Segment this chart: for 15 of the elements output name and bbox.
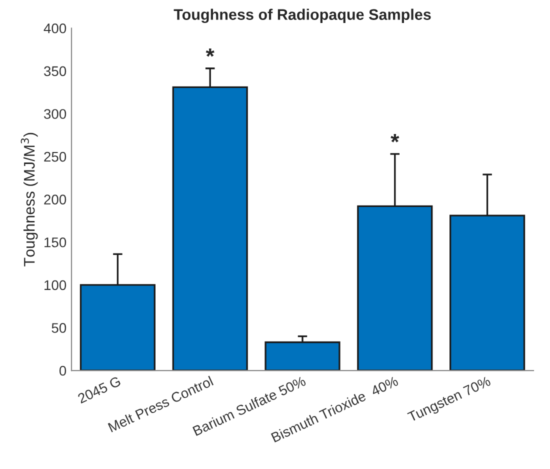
- y-tick-label: 300: [44, 109, 66, 119]
- x-tick-label: 2045 G: [77, 376, 122, 404]
- y-tick-label: 250: [44, 152, 66, 162]
- y-axis-title: Toughness (MJ/M$^{3}$): [20, 132, 38, 266]
- y-tick-label: 400: [44, 23, 66, 34]
- annotation: *: [390, 134, 400, 142]
- y-tick-label: 350: [44, 66, 66, 76]
- y-tick-label: 100: [44, 280, 66, 290]
- y-tick-label: 200: [44, 194, 66, 204]
- bar: [264, 341, 340, 371]
- annotation: *: [206, 48, 214, 57]
- y-tick-label: 0: [59, 366, 66, 376]
- y-tick-label: 50: [52, 323, 66, 333]
- y-tick-label: 150: [44, 237, 66, 248]
- chart-title: Toughness of Radiopaque Samples: [174, 8, 431, 24]
